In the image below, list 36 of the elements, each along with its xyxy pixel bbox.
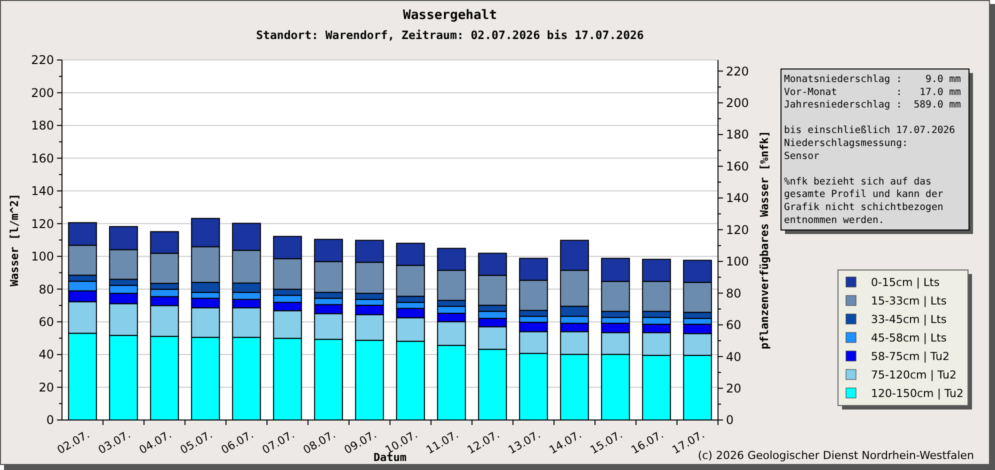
y2-tick-label: 0 [726,413,734,428]
y2-tick-label: 180 [726,128,749,142]
y2-tick-label: 220 [726,64,749,78]
y2-tick-label: 200 [726,96,749,110]
y-tick-label: 180 [31,118,54,133]
legend-label: 75-120cm | Tu2 [871,368,956,382]
y2-axis-title: pflanzenverfügbares Wasser [%nfk] [758,130,771,350]
y-tick-label: 220 [31,53,54,68]
y-tick-label: 140 [31,184,54,198]
y2-tick-label: 20 [726,381,742,396]
chart-title: Wassergehalt [403,8,497,23]
y2-tick-label: 120 [726,222,749,237]
y-tick-label: 80 [38,282,54,296]
y-axis-title: Wasser [l/m^2] [8,194,21,286]
legend-label: 120-150cm | Tu2 [871,386,964,400]
y-tick-label: 200 [31,86,54,100]
y-tick-label: 100 [31,250,54,264]
y-tick-label: 60 [38,315,54,330]
y2-tick-label: 60 [726,318,742,332]
y2-tick-label: 80 [726,286,742,300]
text: Monatsniederschlag : 9.0 mm Vor-Monat : 17.0 mm Jahresniederschlag : 589.0 mm bis einschließlich 17.07.2026 Niederschlagsmessung: Sensor %nfk bezieht sich auf das gesamte Profil und kann der Grafik nicht schichtbezogen entnommen werden. [784,74,961,226]
legend-label: 33-45cm | Lts [871,312,947,326]
legend-label: 15-33cm | Lts [871,294,947,308]
y-tick-label: 160 [31,151,54,166]
y2-tick-label: 40 [726,350,742,364]
y-tick-label: 120 [31,216,54,231]
y-tick-label: 0 [46,413,54,428]
y2-tick-label: 100 [726,254,749,269]
legend-label: 0-15cm | Lts [871,276,940,289]
legend-label: 58-75cm | Tu2 [871,350,950,363]
y-tick-label: 40 [38,348,54,362]
y2-tick-label: 160 [726,159,749,174]
legend-label: 45-58cm | Lts [871,331,947,344]
y-tick-label: 20 [38,380,54,394]
y2-tick-label: 140 [726,191,749,206]
chart-subtitle: Standort: Warendorf, Zeitraum: 02.07.2026 bis 17.07.2026 [256,28,644,42]
